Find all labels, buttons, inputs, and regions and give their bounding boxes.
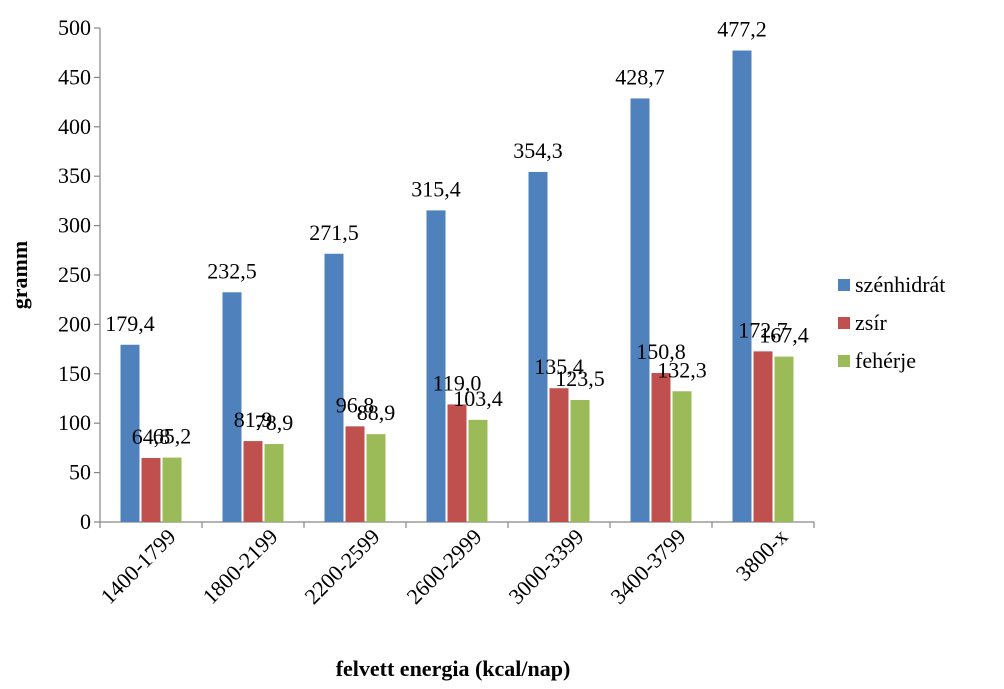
data-label: 119,0 bbox=[433, 370, 482, 395]
bar-fehérje bbox=[672, 391, 692, 522]
data-label: 65,2 bbox=[153, 424, 192, 449]
bar-fehérje bbox=[774, 356, 794, 522]
data-label: 132,3 bbox=[657, 357, 707, 382]
bar-fehérje bbox=[468, 419, 488, 522]
legend-swatch bbox=[838, 317, 850, 329]
data-label: 232,5 bbox=[207, 258, 257, 283]
data-label: 179,4 bbox=[105, 311, 155, 336]
bar-szénhidrát bbox=[120, 344, 140, 522]
legend-swatch bbox=[838, 355, 850, 367]
x-tick-label: 3400-3799 bbox=[605, 524, 690, 609]
y-axis: 0 50 100 150 200 250 300 350 400 450 500 bbox=[58, 15, 101, 534]
data-labels: 179,4 232,5 271,5 315,4 354,3 428,7 477,2 64,8 8… bbox=[105, 17, 809, 449]
data-label: 123,5 bbox=[555, 366, 605, 391]
y-tick-label: 200 bbox=[58, 311, 91, 336]
data-label: 271,5 bbox=[309, 220, 359, 245]
legend-label: zsír bbox=[855, 310, 887, 335]
data-label: 135,4 bbox=[534, 354, 584, 379]
legend-label: szénhidrát bbox=[855, 272, 945, 297]
data-label: 88,9 bbox=[357, 400, 396, 425]
bar-zsír bbox=[753, 351, 773, 522]
bar-zsír bbox=[447, 404, 467, 522]
bar-fehérje bbox=[162, 457, 182, 522]
y-tick-label: 500 bbox=[58, 15, 91, 40]
y-tick-label: 300 bbox=[58, 213, 91, 238]
y-axis-title: gramm bbox=[7, 241, 32, 309]
data-label: 477,2 bbox=[717, 17, 767, 42]
data-label: 428,7 bbox=[615, 64, 665, 89]
bar-zsír bbox=[651, 373, 671, 522]
x-tick-label: 1400-1799 bbox=[95, 524, 180, 609]
bar-szénhidrát bbox=[528, 171, 548, 522]
bar-zsír bbox=[141, 457, 161, 522]
x-axis-title: felvett energia (kcal/nap) bbox=[336, 656, 571, 681]
bar-zsír bbox=[549, 388, 569, 522]
bar-zsír bbox=[243, 441, 263, 522]
data-label: 315,4 bbox=[411, 176, 461, 201]
bar-zsír bbox=[345, 426, 365, 522]
bar-fehérje bbox=[264, 444, 284, 522]
y-tick-label: 150 bbox=[58, 361, 91, 386]
data-label: 81,9 bbox=[234, 407, 273, 432]
legend: szénhidrát zsír fehérje bbox=[838, 272, 945, 373]
y-tick-label: 0 bbox=[80, 509, 91, 534]
bars bbox=[120, 50, 794, 523]
y-tick-label: 400 bbox=[58, 114, 91, 139]
x-tick-label: 3800-x bbox=[731, 524, 793, 586]
y-tick-label: 350 bbox=[58, 163, 91, 188]
bar-szénhidrát bbox=[630, 98, 650, 522]
data-label: 150,8 bbox=[636, 339, 686, 364]
x-tick-label: 1800-2199 bbox=[197, 524, 282, 609]
bar-szénhidrát bbox=[732, 50, 752, 523]
data-label: 96,8 bbox=[336, 392, 375, 417]
bar-szénhidrát bbox=[426, 210, 446, 522]
y-tick-label: 100 bbox=[58, 410, 91, 435]
y-tick-label: 250 bbox=[58, 262, 91, 287]
bar-fehérje bbox=[570, 399, 590, 522]
x-axis: 1400-1799 1800-2199 2200-2599 2600-2999 3000… bbox=[95, 521, 815, 609]
x-tick-label: 3000-3399 bbox=[503, 524, 588, 609]
bar-fehérje bbox=[366, 434, 386, 522]
bar-szénhidrát bbox=[222, 292, 242, 522]
data-label: 103,4 bbox=[453, 386, 503, 411]
x-tick-label: 2200-2599 bbox=[299, 524, 384, 609]
y-tick-label: 50 bbox=[69, 460, 91, 485]
data-label: 64,8 bbox=[132, 424, 171, 449]
bar-szénhidrát bbox=[324, 253, 344, 522]
y-tick-label: 450 bbox=[58, 64, 91, 89]
data-label: 78,9 bbox=[255, 410, 294, 435]
x-tick-label: 2600-2999 bbox=[401, 524, 486, 609]
legend-swatch bbox=[838, 279, 850, 291]
data-label: 167,4 bbox=[759, 323, 809, 348]
legend-label: fehérje bbox=[855, 348, 916, 373]
data-label: 354,3 bbox=[513, 138, 563, 163]
data-label: 172,7 bbox=[738, 317, 788, 342]
